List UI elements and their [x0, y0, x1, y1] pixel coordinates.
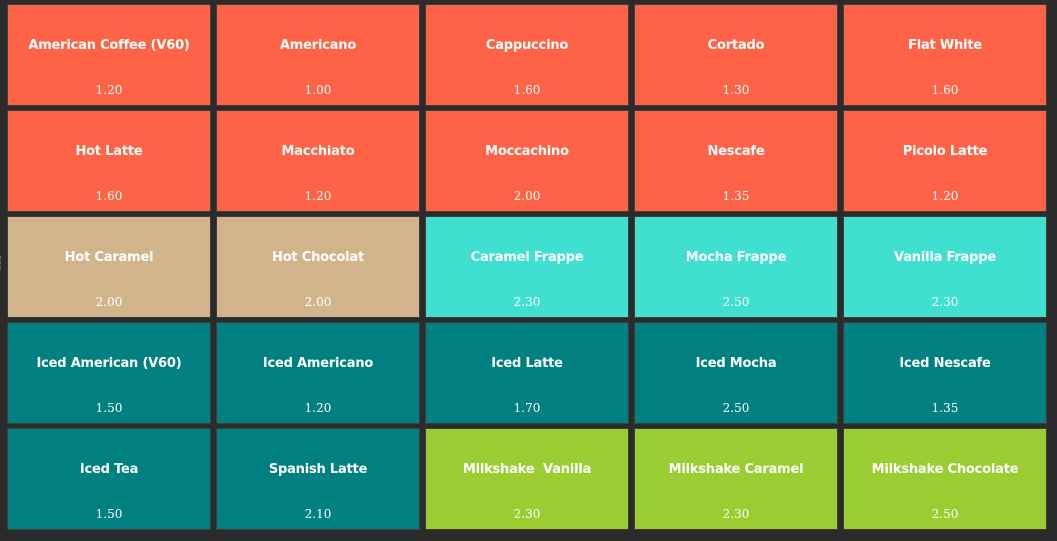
product-price: 1.00: [304, 83, 332, 97]
product-name: Cortado: [707, 38, 765, 53]
product-name: Iced American (V60): [36, 356, 182, 371]
product-tile[interactable]: Iced Nescafe 1.35: [843, 322, 1047, 424]
product-name: Americano: [279, 38, 357, 53]
product-tile[interactable]: Mocha Frappe 2.50: [634, 216, 838, 318]
product-price: 2.10: [304, 507, 332, 521]
product-name: Iced Americano: [262, 356, 374, 371]
product-tile[interactable]: Caramel Frappe 2.30: [425, 216, 629, 318]
product-price: 1.20: [931, 189, 959, 203]
product-name: Hot Chocolat: [272, 250, 364, 265]
product-price: 1.20: [95, 83, 123, 97]
product-name: Mocha Frappe: [685, 250, 787, 265]
product-price: 1.35: [931, 401, 959, 415]
product-name: Moccachino: [485, 144, 569, 159]
product-name: Milkshake Caramel: [668, 462, 804, 477]
product-name: Nescafe: [707, 144, 765, 159]
product-tile[interactable]: Picolo Latte 1.20: [843, 110, 1047, 212]
product-name: Spanish Latte: [268, 462, 368, 477]
product-price: 1.70: [513, 401, 541, 415]
product-tile[interactable]: Macchiato 1.20: [216, 110, 420, 212]
product-tile[interactable]: Cortado 1.30: [634, 4, 838, 106]
product-price: 1.60: [513, 83, 541, 97]
product-tile[interactable]: Flat White 1.60: [843, 4, 1047, 106]
product-name: Picolo Latte: [902, 144, 988, 159]
product-price: 1.60: [95, 189, 123, 203]
resize-grip[interactable]: [0, 256, 3, 270]
product-price: 2.00: [95, 295, 123, 309]
product-price: 1.30: [722, 83, 750, 97]
product-price: 1.60: [931, 83, 959, 97]
product-tile[interactable]: Milkshake Caramel 2.30: [634, 428, 838, 530]
product-name: Iced Tea: [79, 462, 139, 477]
product-price: 1.50: [95, 401, 123, 415]
product-price: 2.50: [931, 507, 959, 521]
product-tile[interactable]: Americano 1.00: [216, 4, 420, 106]
product-price: 2.50: [722, 401, 750, 415]
product-price: 1.20: [304, 401, 332, 415]
product-tile[interactable]: Cappuccino 1.60: [425, 4, 629, 106]
product-price: 1.50: [95, 507, 123, 521]
product-name: Caramel Frappe: [470, 250, 584, 265]
product-name: American Coffee (V60): [28, 38, 190, 53]
product-name: Iced Mocha: [695, 356, 777, 371]
product-tile[interactable]: Hot Caramel 2.00: [7, 216, 211, 318]
product-name: Milkshake Vanilla: [462, 462, 592, 477]
product-name: Vanilla Frappe: [894, 250, 996, 265]
product-price: 2.50: [722, 295, 750, 309]
product-name: Milkshake Chocolate: [871, 462, 1019, 477]
product-tile[interactable]: Nescafe 1.35: [634, 110, 838, 212]
product-tile[interactable]: American Coffee (V60) 1.20: [7, 4, 211, 106]
product-tile[interactable]: Spanish Latte 2.10: [216, 428, 420, 530]
product-tile[interactable]: Iced Latte 1.70: [425, 322, 629, 424]
product-tile[interactable]: Vanilla Frappe 2.30: [843, 216, 1047, 318]
product-price: 1.20: [304, 189, 332, 203]
product-grid: American Coffee (V60) 1.20 Americano 1.00 …: [7, 4, 1051, 534]
product-tile[interactable]: Iced Mocha 2.50: [634, 322, 838, 424]
product-name: Iced Nescafe: [899, 356, 991, 371]
product-price: 2.00: [304, 295, 332, 309]
product-price: 2.00: [513, 189, 541, 203]
product-tile[interactable]: Milkshake Vanilla 2.30: [425, 428, 629, 530]
product-price: 2.30: [931, 295, 959, 309]
product-name: Hot Caramel: [64, 250, 154, 265]
product-price: 1.35: [722, 189, 750, 203]
product-tile[interactable]: Iced American (V60) 1.50: [7, 322, 211, 424]
product-tile[interactable]: Hot Latte 1.60: [7, 110, 211, 212]
product-name: Iced Latte: [491, 356, 563, 371]
product-tile[interactable]: Hot Chocolat 2.00: [216, 216, 420, 318]
product-tile[interactable]: Milkshake Chocolate 2.50: [843, 428, 1047, 530]
product-price: 2.30: [513, 295, 541, 309]
product-name: Flat White: [908, 38, 982, 53]
product-name: Hot Latte: [75, 144, 143, 159]
product-tile[interactable]: Iced Americano 1.20: [216, 322, 420, 424]
product-tile[interactable]: Moccachino 2.00: [425, 110, 629, 212]
product-price: 2.30: [513, 507, 541, 521]
product-name: Cappuccino: [485, 38, 569, 53]
product-price: 2.30: [722, 507, 750, 521]
product-name: Macchiato: [281, 144, 355, 159]
product-tile[interactable]: Iced Tea 1.50: [7, 428, 211, 530]
